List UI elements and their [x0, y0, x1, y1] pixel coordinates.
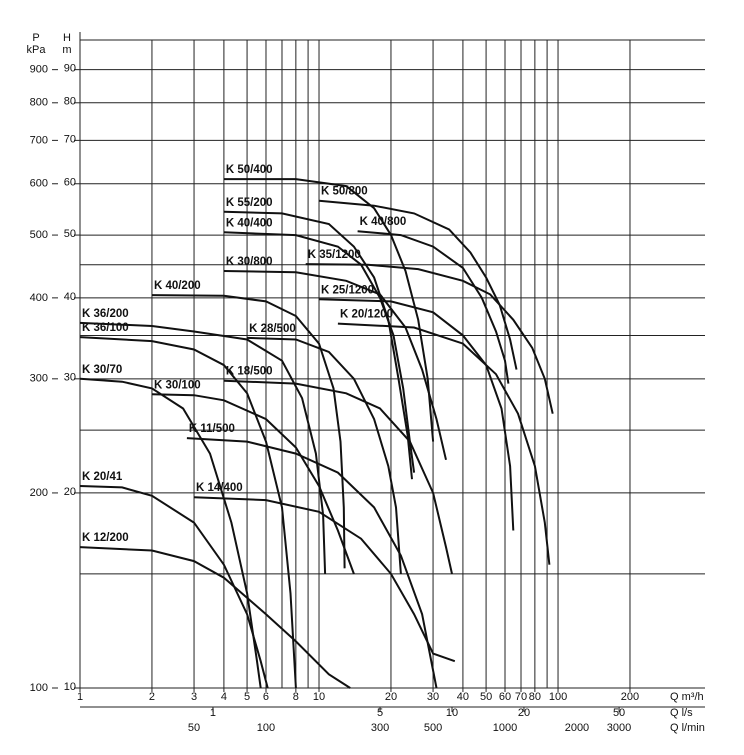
pump-curve: [79, 336, 297, 689]
x-tick-label: 70: [515, 691, 527, 703]
y2-tick-label: 100: [30, 682, 48, 694]
x-tick-label: 6: [263, 691, 269, 703]
x-tick-label: 200: [621, 691, 639, 703]
curve-label: K 18/500: [226, 366, 273, 378]
x-secondary-label: Q l/min: [670, 722, 705, 734]
y2-tick-label: 700: [30, 134, 48, 146]
x-secondary-tick-label: 20: [518, 707, 530, 719]
x-secondary-tick-label: 500: [424, 722, 442, 734]
curve-label: K 11/500: [189, 423, 235, 435]
x-tick-label: 3: [191, 691, 197, 703]
pump-curve: [305, 263, 554, 414]
curve-label: K 55/200: [226, 197, 273, 209]
curve-label: K 50/800: [321, 186, 368, 198]
y2-tick-label: 600: [30, 178, 48, 190]
x-secondary-tick-label: 300: [371, 722, 389, 734]
y2-tick-label: 200: [30, 487, 48, 499]
y-tick-label: 30: [64, 372, 76, 384]
y-tick-label: 90: [64, 63, 76, 75]
x-secondary-tick-label: 3000: [607, 722, 631, 734]
pump-curve: [151, 393, 355, 575]
x-tick-label: 8: [293, 691, 299, 703]
y-tick-label: 20: [64, 486, 76, 498]
y-tick-label: 60: [64, 177, 76, 189]
x-secondary-tick-label: 10: [446, 707, 458, 719]
x-tick-label: 5: [244, 691, 250, 703]
curve-label: K 28/500: [249, 323, 296, 335]
pump-curve: [318, 298, 515, 531]
y-tick-label: 50: [64, 228, 76, 240]
y2-axis-label: P: [32, 32, 39, 44]
x-axis-label: Q m³/h: [670, 691, 704, 703]
x-tick-label: 1: [77, 691, 83, 703]
x-secondary-tick-label: 50: [613, 707, 625, 719]
y-tick-label: 80: [64, 96, 76, 108]
curve-label: K 50/400: [226, 164, 273, 176]
y-tick-label: 70: [64, 133, 76, 145]
x-secondary-tick-label: 5: [377, 707, 383, 719]
curve-label: K 20/1200: [340, 309, 393, 321]
pump-curve: [79, 546, 351, 689]
curve-label: K 12/200: [82, 532, 129, 544]
y-axis-unit: m: [62, 44, 71, 56]
pump-curve: [79, 321, 327, 574]
x-tick-label: 50: [480, 691, 492, 703]
curve-label: K 30/70: [82, 364, 122, 376]
curve-label: K 40/200: [154, 280, 201, 292]
x-secondary-label: Q l/s: [670, 707, 693, 719]
pump-curve: [223, 210, 413, 480]
curve-label: K 40/400: [226, 217, 273, 229]
x-tick-label: 2: [149, 691, 155, 703]
x-secondary-tick-label: 100: [257, 722, 275, 734]
pump-curve: [223, 231, 416, 473]
curve-label: K 20/41: [82, 471, 123, 483]
x-tick-label: 4: [221, 691, 227, 703]
pump-curve: [223, 379, 453, 575]
pump-curve: [318, 199, 518, 370]
y-tick-label: 40: [64, 291, 76, 303]
pump-curve: [337, 322, 551, 565]
y2-tick-label: 400: [30, 292, 48, 304]
x-secondary-tick-label: 1: [210, 707, 216, 719]
y2-tick-label: 800: [30, 97, 48, 109]
curve-label: K 30/800: [226, 256, 273, 268]
x-tick-label: 30: [427, 691, 439, 703]
y2-tick-label: 900: [30, 64, 48, 76]
y-axis-label: H: [63, 32, 71, 44]
pump-curve: [151, 294, 346, 569]
x-secondary-tick-label: 2000: [565, 722, 589, 734]
curve-label: K 14/400: [196, 482, 243, 494]
curve-label: K 30/100: [154, 379, 201, 391]
pump-curve: [79, 485, 269, 689]
x-tick-label: 10: [313, 691, 325, 703]
x-tick-label: 60: [499, 691, 511, 703]
pump-curve: [357, 230, 510, 384]
x-tick-label: 100: [549, 691, 567, 703]
pump-curve: [247, 336, 402, 574]
x-tick-label: 20: [385, 691, 397, 703]
pump-curve: [186, 437, 438, 689]
curve-label: K 25/1200: [321, 284, 374, 296]
pump-curve: [193, 496, 456, 663]
x-secondary-tick-label: 50: [188, 722, 200, 734]
x-secondary-tick-label: 1000: [493, 722, 517, 734]
y2-tick-label: 300: [30, 373, 48, 385]
pump-curve: [223, 270, 447, 461]
curve-label: K 36/100: [82, 322, 129, 334]
curve-label: K 36/200: [82, 308, 129, 320]
curve-label: K 35/1200: [308, 249, 361, 261]
y2-axis-unit: kPa: [27, 44, 47, 56]
x-tick-label: 40: [457, 691, 469, 703]
x-tick-label: 80: [529, 691, 541, 703]
y-tick-label: 10: [64, 681, 76, 693]
y2-tick-label: 500: [30, 229, 48, 241]
curve-label: K 40/800: [360, 216, 407, 228]
